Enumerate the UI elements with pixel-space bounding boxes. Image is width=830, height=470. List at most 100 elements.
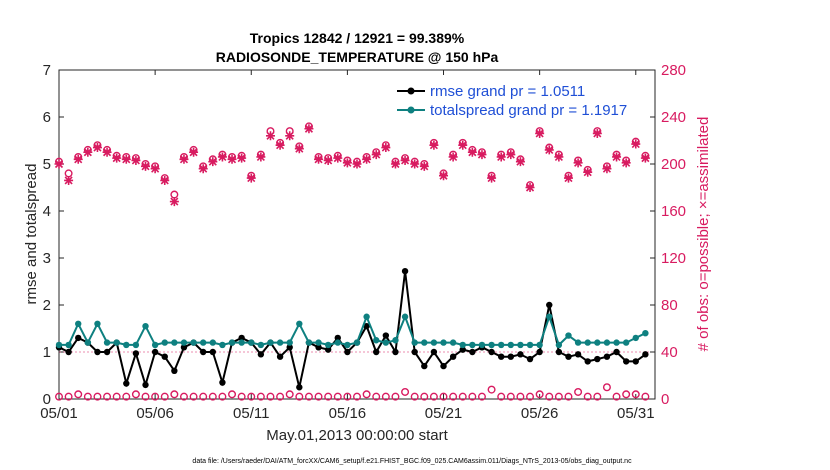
totalspread-point: [344, 341, 351, 349]
totalspread-point: [84, 339, 92, 346]
rmse-point: [565, 353, 572, 360]
obs-rejected-point: [429, 392, 438, 401]
rmse-point: [526, 355, 534, 363]
obs-assimilated-point: [73, 154, 83, 164]
obs-assimilated-point: [592, 128, 602, 138]
obs-rejected-point: [179, 392, 188, 401]
totalspread-point: [142, 322, 149, 330]
totalspread-point: [353, 339, 361, 346]
obs-assimilated-point: [429, 140, 439, 150]
rmse-point: [546, 301, 553, 309]
obs-rejected-point: [641, 392, 650, 401]
totalspread-point: [180, 339, 188, 346]
obs-assimilated-point: [448, 152, 458, 162]
y2-tick-label: 120: [661, 250, 686, 267]
obs-rejected-point: [554, 392, 563, 401]
obs-rejected-point: [74, 390, 83, 399]
obs-rejected-point: [353, 392, 362, 401]
obs-assimilated-point: [314, 154, 324, 164]
obs-assimilated-point: [285, 131, 295, 141]
obs-assimilated-point: [400, 155, 410, 165]
y-tick-label: 4: [43, 203, 51, 220]
rmse-point: [161, 353, 168, 360]
obs-rejected-point: [564, 392, 573, 401]
totalspread-point: [622, 339, 630, 346]
totalspread-point: [65, 341, 72, 349]
obs-rejected-point: [141, 392, 150, 401]
obs-rejected-point: [602, 383, 611, 392]
obs-rejected-point: [131, 390, 140, 399]
legend-spread-label: totalspread grand pr = 1.1917: [430, 102, 627, 119]
obs-rejected-point: [545, 392, 554, 401]
obs-assimilated-point: [371, 150, 381, 160]
obs-assimilated-point: [410, 159, 420, 169]
obs-rejected-point: [93, 392, 102, 401]
obs-rejected-point: [506, 392, 515, 401]
obs-assimilated-point: [141, 161, 151, 171]
totalspread-point: [238, 339, 245, 346]
obs-assimilated-point: [458, 140, 468, 150]
obs-assimilated-point: [256, 152, 266, 162]
rmse-point: [180, 344, 188, 351]
rmse-point: [334, 334, 341, 342]
obs-assimilated-point: [390, 159, 400, 169]
obs-rejected-point: [103, 392, 112, 401]
obs-assimilated-point: [477, 150, 487, 160]
obs-rejected-point: [295, 392, 304, 401]
rmse-point: [430, 348, 438, 356]
obs-rejected-point: [526, 392, 535, 401]
obs-assimilated-point: [612, 152, 622, 162]
totalspread-point: [305, 339, 313, 346]
rmse-point: [219, 379, 226, 386]
obs-assimilated-point: [246, 173, 256, 183]
obs-assimilated-point: [54, 159, 64, 169]
obs-rejected-point: [314, 392, 323, 401]
obs-rejected-point: [622, 390, 631, 399]
y2-tick-label: 280: [661, 62, 686, 79]
left-axis: 0 1 2 3 4 5 6 7: [43, 62, 655, 408]
obs-rejected-point: [256, 392, 265, 401]
totalspread-point: [75, 320, 82, 327]
obs-rejected-point: [228, 390, 237, 399]
x-tick-label: 05/06: [136, 405, 174, 422]
totalspread-point: [132, 341, 140, 349]
rmse-point: [421, 362, 428, 370]
y2-tick-label: 240: [661, 109, 686, 126]
rmse-point: [411, 348, 418, 356]
totalspread-point: [546, 313, 553, 320]
obs-series: [54, 122, 650, 401]
totalspread-point: [113, 339, 120, 346]
rmse-point: [440, 362, 447, 370]
obs-rejected-point: [420, 392, 429, 401]
rmse-point: [392, 348, 399, 356]
obs-assimilated-point: [92, 143, 102, 153]
totalspread-point: [613, 339, 620, 346]
totalspread-point: [248, 339, 255, 346]
footer-datafile: data file: /Users/raeder/DAI/ATM_forcXX/…: [192, 458, 632, 465]
totalspread-point: [94, 320, 101, 327]
rmse-point: [151, 348, 159, 356]
x-tick-label: 05/31: [617, 405, 655, 422]
totalspread-point: [190, 339, 197, 346]
totalspread-point: [440, 339, 447, 346]
totalspread-point: [594, 339, 601, 346]
obs-rejected-point: [55, 392, 64, 401]
totalspread-point: [459, 341, 466, 349]
obs-assimilated-point: [131, 155, 141, 165]
totalspread-point: [209, 339, 217, 346]
obs-rejected-point: [218, 392, 227, 401]
rmse-point: [574, 351, 582, 358]
totalspread-point: [411, 339, 418, 346]
rmse-point: [603, 353, 611, 360]
y-tick-label: 0: [43, 391, 51, 408]
rmse-point: [642, 351, 649, 358]
obs-rejected-point: [362, 390, 371, 399]
obs-assimilated-point: [525, 183, 535, 192]
obs-assimilated-point: [208, 157, 218, 167]
obs-assimilated-point: [496, 152, 506, 162]
totalspread-point: [219, 341, 226, 349]
obs-assimilated-point: [621, 158, 631, 168]
obs-assimilated-point: [150, 164, 160, 174]
obs-assimilated-point: [227, 154, 237, 164]
obs-assimilated-point: [487, 173, 497, 183]
